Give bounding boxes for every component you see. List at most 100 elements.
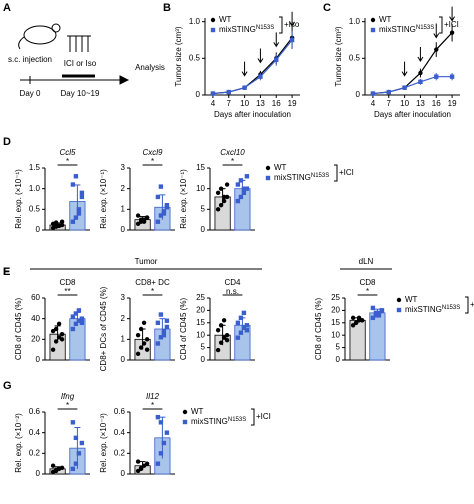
chart-title: Il12 (146, 392, 159, 401)
panel-label: E (3, 266, 10, 278)
marker (235, 335, 241, 340)
marker (235, 198, 241, 204)
marker (53, 326, 59, 332)
legend-superscript: N153S (228, 417, 246, 423)
marker (235, 320, 241, 325)
y-tick-label: 1.0 (29, 184, 41, 193)
y-tick-label: 1.0 (189, 17, 201, 26)
marker (215, 347, 221, 353)
marker (138, 345, 144, 350)
y-axis-label: Rel. exp. (×10⁻¹) (179, 169, 188, 229)
y-tick-label: 20 (31, 334, 40, 343)
marker (370, 305, 376, 311)
marker (241, 190, 247, 195)
y-tick-label: 25 (196, 293, 205, 302)
chart-title: CD8+ DC (135, 278, 170, 287)
y-tick-label: 10 (331, 330, 340, 339)
marker (224, 182, 230, 187)
marker (434, 47, 439, 52)
syringes (67, 35, 91, 52)
legend-text: WT (191, 407, 204, 416)
y-tick-label: 3 (121, 293, 126, 302)
marker (210, 17, 216, 23)
y-tick-label: 15 (331, 318, 340, 327)
marker (238, 194, 244, 200)
y-tick-label: 0.6 (114, 407, 126, 416)
x-axis-label: Days after inoculation (374, 110, 451, 119)
marker (73, 321, 79, 327)
legend-text: mixSTING (191, 417, 228, 426)
marker (73, 311, 79, 316)
marker (376, 310, 382, 316)
legend-text: WT (405, 295, 418, 304)
y-axis-label: Rel. exp. (×10⁻¹) (14, 169, 23, 229)
marker (241, 310, 247, 316)
marker (76, 308, 82, 313)
legend-label: mixSTINGN153S (219, 25, 274, 35)
y-tick-label: 0.2 (114, 448, 126, 457)
marker (238, 178, 244, 183)
marker (135, 351, 141, 356)
marker (59, 219, 65, 224)
x-tick-label: 10 (240, 99, 249, 108)
legend-label: WT (379, 15, 392, 24)
marker (158, 312, 164, 317)
chart-title: Cxcl9 (142, 148, 163, 157)
legend-text: mixSTING (274, 173, 311, 182)
y-axis-label: CD8+ DCs of CD45 (%) (99, 286, 108, 371)
marker (76, 318, 82, 323)
step-label: ICI or Iso (64, 59, 97, 68)
significance: n.s. (226, 287, 239, 296)
legend-label: WT (274, 163, 287, 172)
legend-text: mixSTING (405, 305, 442, 314)
marker (158, 213, 164, 218)
panel-label: D (3, 136, 11, 148)
y-tick-label: 0.5 (29, 204, 41, 213)
marker (434, 74, 439, 79)
marker (59, 337, 65, 342)
y-tick-label: 1 (121, 204, 126, 213)
marker (373, 310, 379, 316)
treatment-arrow (289, 11, 296, 27)
marker (70, 314, 76, 319)
treatment-arrow (257, 48, 264, 64)
mouse-head (51, 23, 61, 33)
x-tick-label: 7 (387, 99, 392, 108)
legend-text: WT (219, 15, 232, 24)
group-label: Tumor (135, 257, 158, 266)
legend-text: mixSTING (219, 25, 256, 34)
mouse (23, 25, 57, 45)
marker (221, 194, 227, 200)
marker (164, 430, 170, 435)
marker (141, 219, 147, 224)
marker (215, 190, 221, 195)
y-tick-label: 5 (336, 343, 341, 352)
marker (76, 451, 82, 456)
legend-suffix: +ICI (444, 20, 459, 29)
marker (370, 17, 376, 23)
y-tick-label: 0 (121, 225, 126, 234)
marker (79, 320, 85, 325)
marker (235, 182, 241, 187)
legend-text: WT (274, 163, 287, 172)
mouse-tail (18, 36, 25, 50)
legend-suffix: +ICI (256, 412, 271, 421)
significance: * (151, 157, 154, 166)
step-label: Analysis (135, 63, 165, 72)
legend-suffix: +ICI (339, 168, 354, 177)
marker (161, 333, 167, 338)
marker (289, 37, 295, 43)
marker (50, 347, 56, 352)
y-tick-label: 0 (121, 355, 126, 364)
significance: ** (64, 287, 70, 296)
marker (79, 194, 85, 200)
chart-title: Cxcl10 (220, 148, 245, 157)
marker (224, 333, 230, 338)
x-tick-label: 16 (432, 99, 441, 108)
marker (79, 440, 85, 446)
marker (158, 335, 164, 340)
marker (215, 207, 221, 212)
legend-suffix: +Iso (284, 20, 300, 29)
y-tick-label: 10 (196, 330, 205, 339)
marker (73, 174, 79, 179)
